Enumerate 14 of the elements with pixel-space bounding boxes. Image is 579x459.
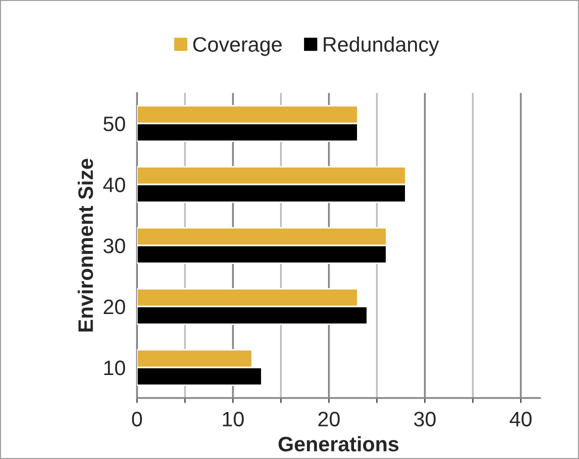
- y-tick-label: 40: [103, 178, 126, 192]
- x-tick-label: 30: [414, 412, 436, 426]
- legend-label: Coverage: [193, 37, 282, 56]
- x-axis-title: Generations: [278, 436, 398, 452]
- x-tick-label: 10: [222, 412, 244, 426]
- x-tick-label: 20: [318, 412, 340, 426]
- x-tick-label: 0: [132, 412, 142, 426]
- legend-label: Redundancy: [324, 36, 440, 56]
- y-tick-label: 10: [104, 360, 126, 376]
- y-axis-title: Environment Size: [78, 158, 94, 332]
- x-tick-label: 40: [510, 412, 532, 426]
- y-tick-label: 30: [104, 238, 126, 254]
- y-tick-label: 20: [104, 300, 126, 314]
- y-tick-label: 50: [104, 116, 126, 132]
